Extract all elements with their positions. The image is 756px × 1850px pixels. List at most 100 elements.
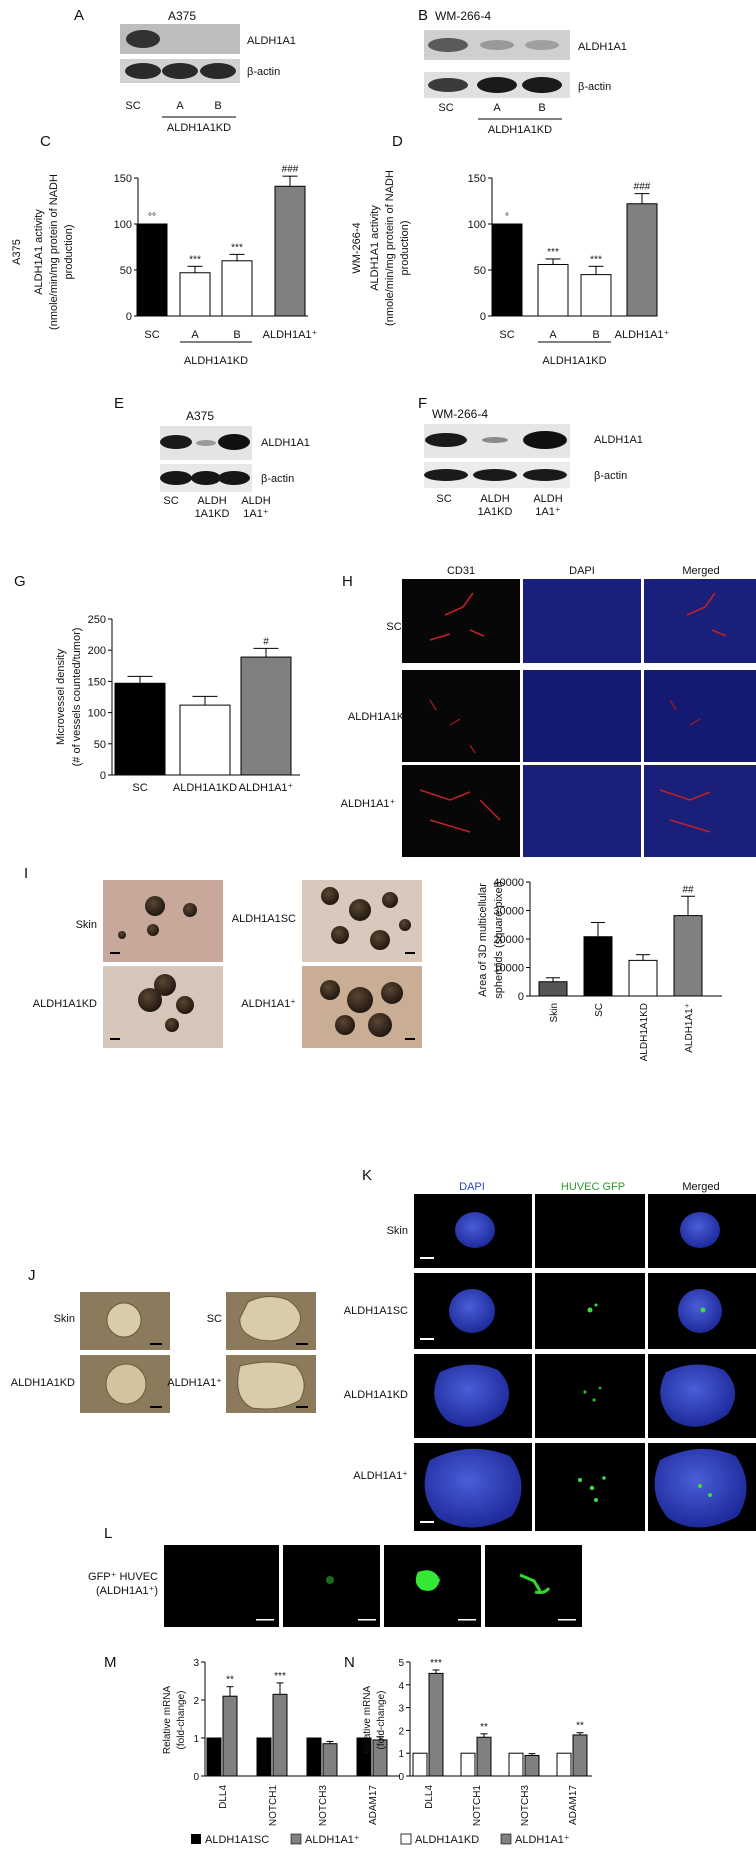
micrograph-dapi (523, 579, 641, 663)
y-tick-label: 100 (88, 708, 106, 720)
lane-label-multiline: ALDH 1A1⁺ (533, 493, 562, 518)
lane-label: SC (163, 495, 178, 507)
micrograph-gfp (283, 1545, 380, 1627)
blot-band (523, 469, 567, 481)
spheroid-nuclei (660, 1364, 736, 1427)
band-label: β-actin (578, 81, 611, 93)
micrograph-cd31 (402, 579, 520, 663)
y-tick-label: 1 (193, 1734, 199, 1745)
panel-letter: M (104, 1654, 117, 1671)
y-tick-label: 20000 (493, 934, 524, 946)
y-tick-label: 10000 (493, 963, 524, 975)
gfp-signal (415, 1570, 440, 1591)
chart-n: N 0 1 2 3 4 5 Relative mRNA (fold-change) *** DLL4… (344, 1654, 592, 1826)
group-label: ALDH1A1KD (184, 355, 248, 367)
y-tick-label: 3 (193, 1658, 199, 1669)
spheroid-nuclei (455, 1212, 495, 1248)
gfp-signal (589, 1485, 595, 1491)
y-tick-label: 0 (126, 311, 132, 323)
bar (240, 656, 292, 776)
micrograph-gfp (535, 1354, 645, 1438)
x-tick-label: B (592, 329, 599, 341)
column-label-gfp: HUVEC GFP (561, 1181, 625, 1193)
lane-label: B (214, 100, 221, 112)
panel-letter: F (418, 395, 427, 412)
blot-band (480, 40, 514, 50)
gfp-signal (326, 1576, 334, 1584)
blot-band (200, 63, 236, 79)
spheroid (183, 903, 197, 917)
x-tick-label: ADAM17 (568, 1785, 579, 1825)
x-tick-label: Skin (549, 1003, 560, 1022)
y-tick-label: 150 (88, 676, 106, 688)
x-tick-label: NOTCH1 (472, 1785, 483, 1827)
blot-band (428, 78, 468, 92)
x-tick-label: ALDH1A1⁺ (239, 782, 294, 794)
panel-letter: K (362, 1167, 372, 1184)
band-label: β-actin (247, 66, 280, 78)
spheroid (154, 974, 176, 996)
spheroid (347, 987, 373, 1013)
x-tick-label: SC (499, 329, 514, 341)
bar (460, 1752, 476, 1777)
gfp-signal (594, 1303, 598, 1307)
y-axis-label: A375 ALDH1A1 activity (nmole/min/mg protei… (11, 174, 75, 330)
lane-label: SC (125, 100, 140, 112)
bar (628, 959, 658, 997)
bar (272, 1693, 288, 1777)
gfp-signal (598, 1386, 602, 1390)
panel-letter: G (14, 573, 26, 590)
legend-n: ALDH1A1KD ALDH1A1⁺ (400, 1833, 570, 1846)
band-label: ALDH1A1 (247, 35, 296, 47)
spheroid (147, 924, 159, 936)
row-label: ALDH1A1KD (348, 711, 412, 723)
spheroid (331, 926, 349, 944)
panel-b: B WM-266-4 ALDH1A1 β-actin SC A B ALDH1A… (418, 7, 627, 136)
image-label: SC (207, 1313, 222, 1325)
y-tick-label: 0 (398, 1772, 404, 1783)
spheroid (382, 892, 398, 908)
spheroid (368, 1013, 392, 1037)
image-label: ALDH1A1⁺ (167, 1377, 222, 1389)
scale-bar (558, 1619, 576, 1621)
lane-label-multiline: ALDH 1A1KD (478, 493, 513, 518)
bar (206, 1737, 222, 1777)
lane-label-multiline: ALDH 1A1KD (195, 495, 230, 520)
group-label: ALDH1A1KD (167, 122, 231, 134)
panel-k: K DAPI HUVEC GFP Merged (344, 1167, 756, 1531)
spheroid (165, 1018, 179, 1032)
y-tick-label: 0 (518, 991, 524, 1003)
gfp-signal (602, 1476, 606, 1480)
significance-label: *** (189, 254, 201, 265)
x-tick-label: NOTCH1 (268, 1785, 279, 1827)
y-tick-label: 0 (193, 1772, 199, 1783)
svg-text:ALDH1A1KD: ALDH 1A1KD (478, 493, 513, 518)
x-tick-label: A (549, 329, 557, 341)
row-label: ALDH1A1KD (344, 1389, 408, 1401)
x-tick-label: DLL4 (424, 1785, 435, 1809)
y-tick-label: 50 (120, 265, 132, 277)
column-label: CD31 (447, 565, 475, 577)
spheroid (138, 988, 162, 1012)
bar (556, 1752, 572, 1777)
x-tick-label: SC (144, 329, 159, 341)
bar (583, 936, 613, 997)
column-label-merged: Merged (682, 1181, 719, 1193)
bar (572, 1734, 588, 1777)
significance-label: *** (430, 1658, 442, 1669)
bar (508, 1752, 524, 1777)
lane-label: A (493, 102, 501, 114)
bar (136, 223, 168, 317)
bar (412, 1752, 428, 1777)
significance-label: °° (148, 212, 156, 223)
spheroid-image-skin (103, 880, 223, 962)
x-tick-label: DLL4 (218, 1785, 229, 1809)
legend-swatch (290, 1833, 302, 1845)
gfp-signal (708, 1493, 712, 1497)
spheroid (105, 1363, 147, 1405)
chart-d: D 0 50 100 150 WM-266-4 ALDH1A1 activity (nmole… (351, 133, 670, 367)
row-label: Skin (387, 1225, 408, 1237)
y-tick-label: 150 (114, 173, 132, 185)
lane-label: SC (436, 493, 451, 505)
